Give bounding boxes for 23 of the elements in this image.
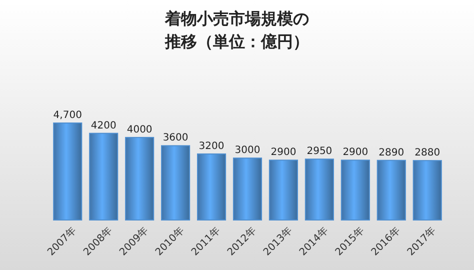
chart-title: 着物小売市場規模の推移（単位：億円）: [164, 9, 309, 51]
data-label: 2900: [342, 147, 368, 158]
bar: [161, 145, 190, 220]
bar: [340, 160, 370, 220]
data-label: 3000: [234, 145, 260, 156]
bar: [125, 136, 154, 220]
bar: [89, 132, 118, 220]
data-label: 4,700: [53, 110, 82, 121]
data-label: 3600: [162, 132, 188, 144]
bar: [376, 160, 406, 220]
data-label: 2880: [414, 148, 440, 159]
bar: [232, 158, 262, 220]
data-label: 4000: [126, 124, 152, 136]
bar: [53, 122, 82, 220]
data-label: 2900: [270, 147, 296, 158]
bar: [196, 153, 226, 220]
data-label: 2890: [378, 147, 404, 158]
data-label: 2950: [306, 146, 332, 158]
bar: [268, 160, 298, 220]
bar: [412, 160, 442, 220]
data-label: 3200: [198, 140, 224, 152]
data-label: 4200: [90, 120, 116, 132]
bar: [304, 158, 334, 220]
